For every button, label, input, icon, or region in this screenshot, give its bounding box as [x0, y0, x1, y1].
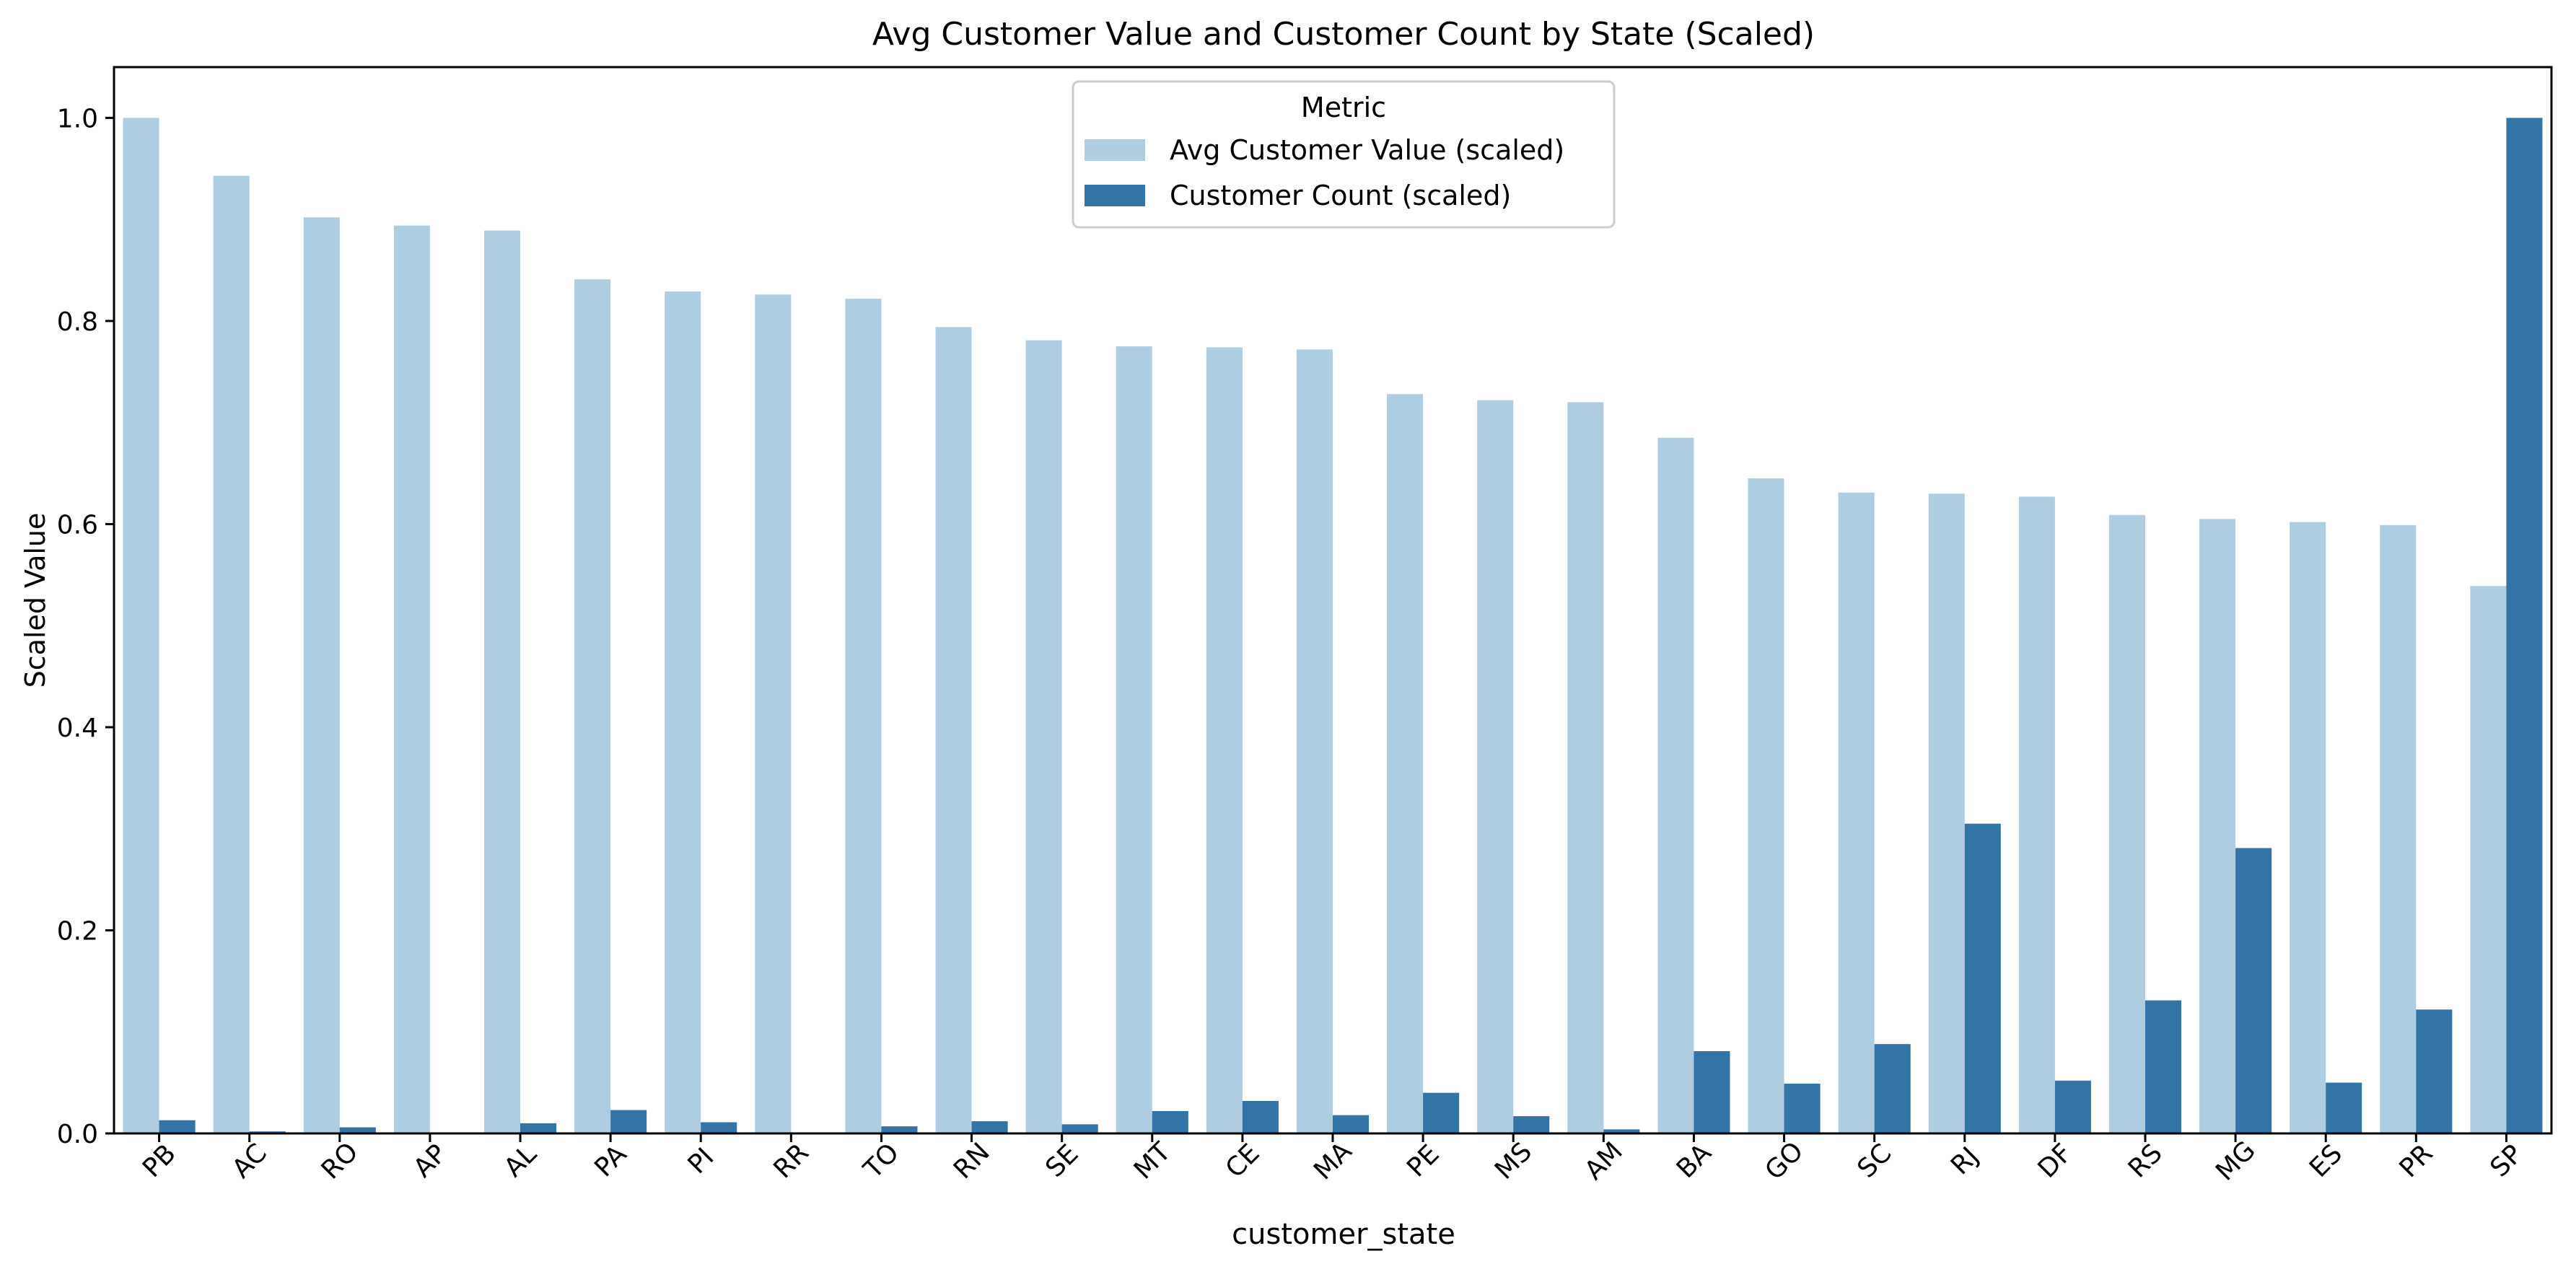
bar-avg-value-pi	[665, 291, 701, 1134]
bar-avg-value-pa	[574, 279, 611, 1133]
bar-customer-count-pe	[1423, 1092, 1460, 1133]
y-tick-label: 0.8	[57, 307, 98, 337]
legend-label-avg-value: Avg Customer Value (scaled)	[1170, 134, 1564, 166]
bar-customer-count-rs	[2145, 1000, 2182, 1133]
x-tick-label-pa: PA	[589, 1139, 632, 1182]
bar-customer-count-rj	[1964, 823, 2001, 1133]
bar-customer-count-mt	[1152, 1111, 1188, 1133]
y-tick-label: 0.0	[57, 1120, 98, 1149]
bar-customer-count-df	[2054, 1080, 2091, 1133]
x-tick-label-mg: MG	[2210, 1136, 2261, 1187]
bar-avg-value-go	[1748, 478, 1784, 1133]
y-tick-label: 1.0	[57, 104, 98, 133]
bar-customer-count-ms	[1513, 1116, 1550, 1133]
x-tick-label-ac: AC	[227, 1138, 273, 1184]
bar-avg-value-rr	[755, 294, 792, 1134]
bar-avg-value-am	[1567, 402, 1604, 1133]
legend: Metric Avg Customer Value (scaled) Custome…	[1072, 80, 1616, 229]
x-tick-label-pr: PR	[2394, 1138, 2439, 1183]
bar-avg-value-al	[483, 230, 520, 1133]
bar-avg-value-mt	[1116, 346, 1152, 1134]
x-tick-label-al: AL	[499, 1139, 543, 1183]
y-tick-label: 0.6	[57, 510, 98, 540]
x-tick-label-mt: MT	[1129, 1136, 1177, 1185]
bar-avg-value-pe	[1387, 394, 1424, 1133]
bar-avg-value-se	[1025, 340, 1062, 1133]
x-tick-label-sp: SP	[2485, 1139, 2529, 1183]
bar-avg-value-ma	[1296, 349, 1333, 1133]
bar-avg-value-mg	[2199, 519, 2236, 1133]
bars-layer	[123, 118, 2543, 1134]
bar-customer-count-pb	[159, 1120, 196, 1133]
chart-title: Avg Customer Value and Customer Count by…	[872, 16, 1815, 53]
bar-avg-value-ap	[393, 225, 430, 1133]
y-tick-label: 0.2	[57, 916, 98, 946]
x-tick-label-pe: PE	[1401, 1139, 1445, 1182]
legend-swatch-avg-value	[1085, 139, 1145, 161]
bar-avg-value-ro	[303, 217, 340, 1133]
bar-avg-value-rn	[935, 327, 972, 1133]
bar-avg-value-pb	[123, 118, 159, 1133]
bar-customer-count-sc	[1874, 1044, 1911, 1133]
legend-label-customer-count: Customer Count (scaled)	[1170, 180, 1511, 211]
bar-customer-count-ro	[339, 1127, 376, 1133]
bar-avg-value-rj	[1928, 493, 1965, 1133]
bar-customer-count-ce	[1242, 1100, 1279, 1133]
bar-customer-count-ma	[1333, 1115, 1370, 1133]
bar-customer-count-sp	[2506, 118, 2543, 1133]
bar-avg-value-ac	[213, 175, 250, 1133]
bar-avg-value-ce	[1206, 347, 1243, 1133]
x-axis-label: customer_state	[1232, 1218, 1455, 1251]
bar-customer-count-mg	[2235, 848, 2272, 1133]
x-tick-label-rr: RR	[768, 1138, 815, 1184]
x-tick-label-to: TO	[858, 1138, 905, 1185]
x-tick-label-am: AM	[1580, 1136, 1629, 1185]
y-axis-label: Scaled Value	[19, 513, 51, 688]
bar-customer-count-go	[1784, 1084, 1821, 1133]
legend-swatch-customer-count	[1085, 185, 1145, 206]
bar-customer-count-se	[1061, 1124, 1098, 1133]
x-tick-label-ma: MA	[1308, 1136, 1358, 1186]
x-tick-label-ms: MS	[1489, 1137, 1538, 1185]
bar-customer-count-pr	[2416, 1009, 2453, 1133]
bar-customer-count-ba	[1694, 1050, 1730, 1133]
bar-avg-value-sp	[2470, 586, 2507, 1133]
bar-avg-value-sc	[1838, 492, 1875, 1133]
x-tick-label-pb: PB	[137, 1138, 182, 1183]
bar-avg-value-pr	[2380, 525, 2417, 1133]
x-tick-label-rn: RN	[948, 1137, 996, 1185]
bar-avg-value-rs	[2108, 514, 2145, 1133]
legend-box	[1072, 80, 1616, 229]
x-tick-label-ro: RO	[316, 1137, 364, 1185]
x-tick-label-go: GO	[1760, 1136, 1810, 1186]
bar-customer-count-rn	[971, 1121, 1008, 1133]
x-tick-label-pi: PI	[683, 1142, 720, 1180]
bar-customer-count-pa	[610, 1110, 647, 1133]
bar-avg-value-df	[2018, 496, 2055, 1133]
bar-avg-value-to	[845, 298, 882, 1133]
bar-customer-count-am	[1603, 1129, 1640, 1133]
x-tick-label-es: ES	[2304, 1139, 2348, 1183]
bar-customer-count-al	[520, 1123, 557, 1133]
bar-customer-count-es	[2326, 1082, 2362, 1133]
bar-avg-value-ms	[1477, 400, 1514, 1133]
bar-avg-value-es	[2290, 522, 2326, 1133]
x-tick-label-ce: CE	[1220, 1138, 1266, 1184]
x-tick-label-ap: AP	[408, 1138, 452, 1183]
bar-customer-count-pi	[701, 1122, 737, 1133]
x-tick-label-se: SE	[1040, 1139, 1084, 1183]
bar-customer-count-to	[881, 1126, 918, 1133]
x-tick-label-rj: RJ	[1945, 1141, 1984, 1180]
legend-title: Metric	[1301, 92, 1386, 123]
x-tick-label-sc: SC	[1852, 1138, 1898, 1184]
y-tick-label: 0.4	[57, 714, 98, 743]
bar-avg-value-ba	[1657, 437, 1694, 1133]
x-tick-label-rs: RS	[2123, 1138, 2168, 1184]
x-tick-label-ba: BA	[1671, 1138, 1717, 1184]
x-tick-label-df: DF	[2033, 1138, 2078, 1184]
